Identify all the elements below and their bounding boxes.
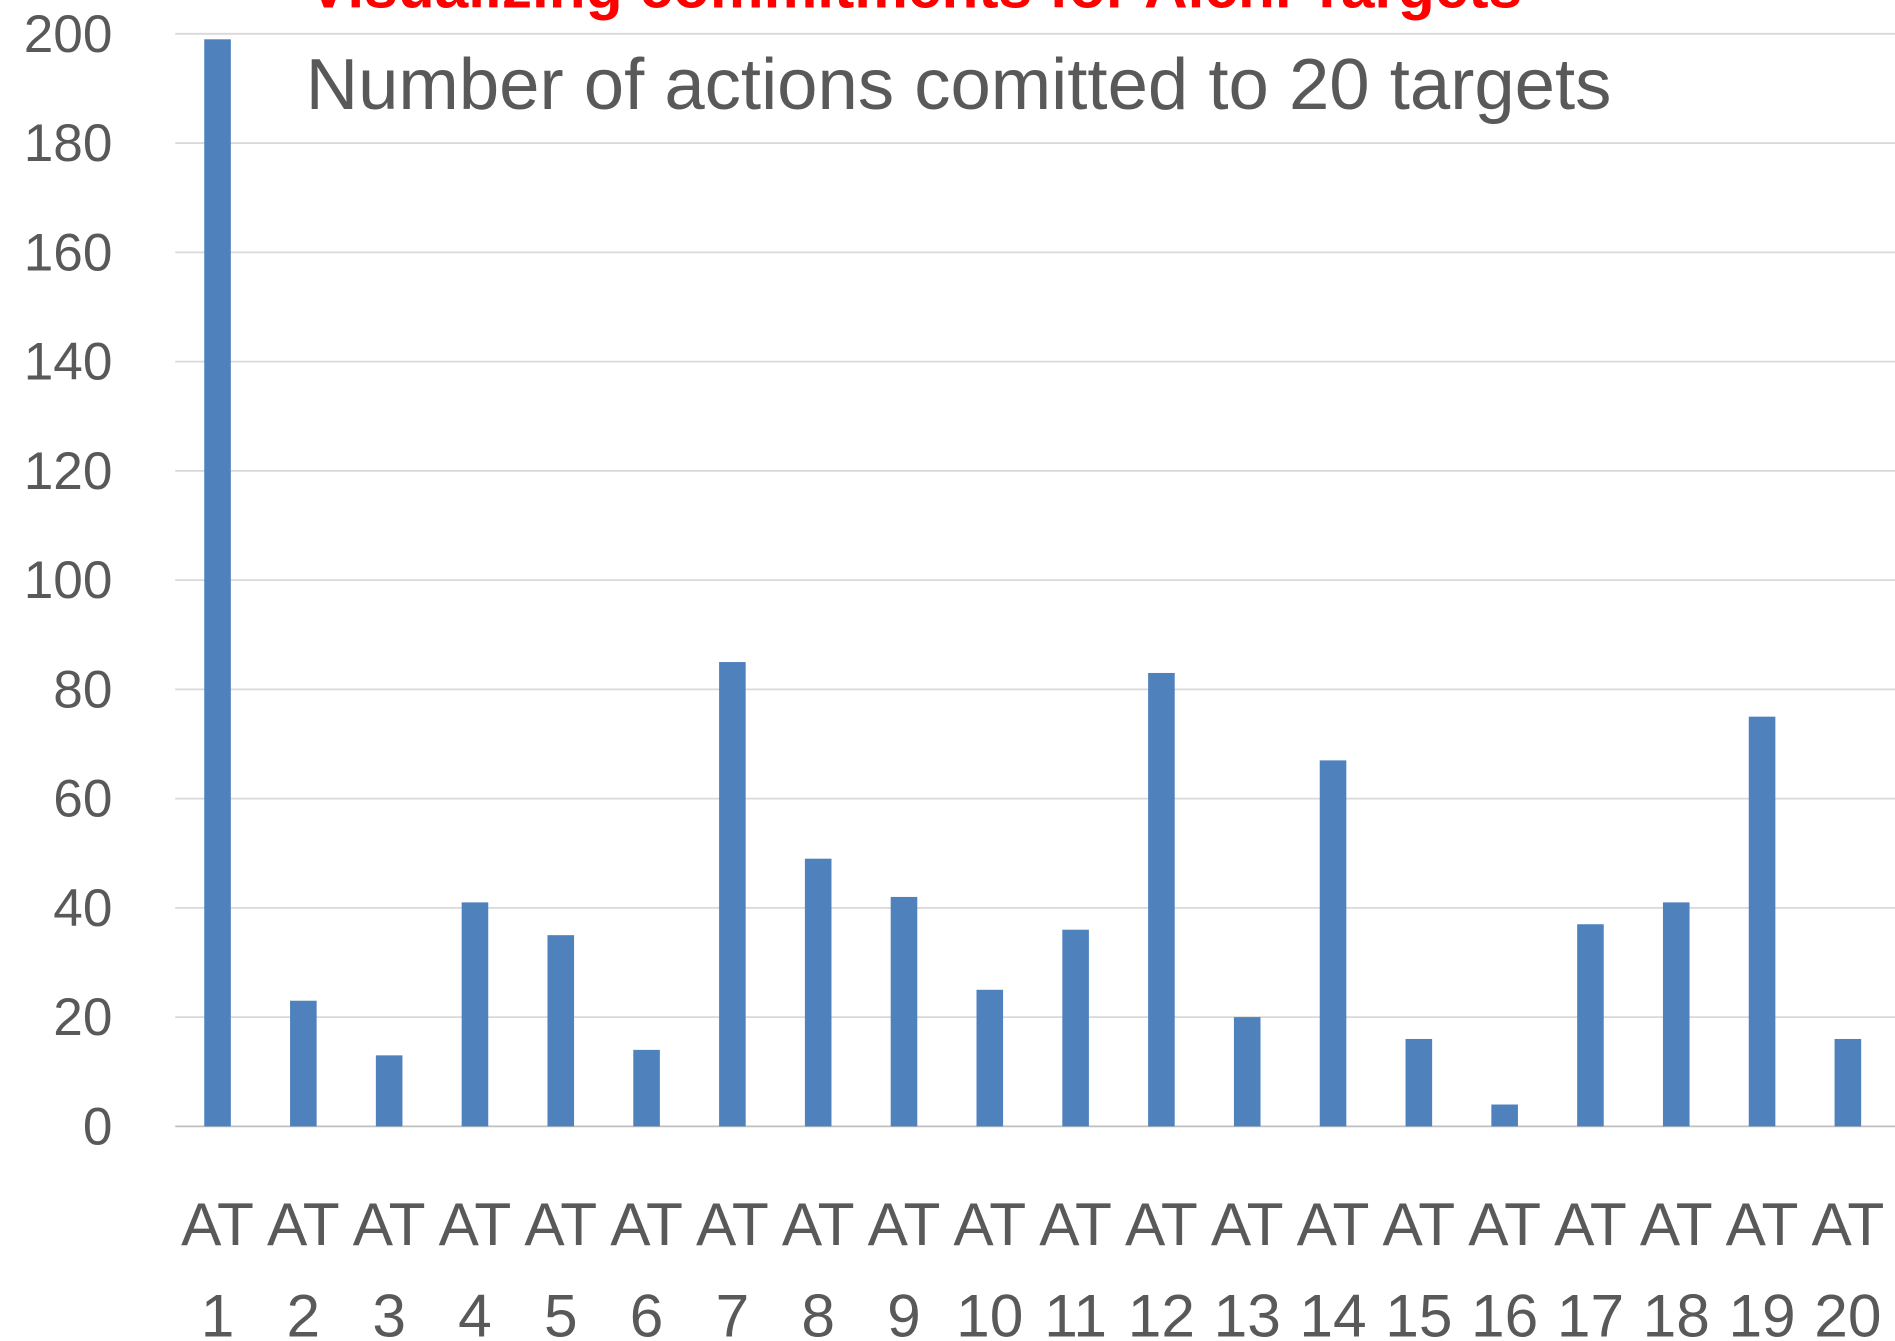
bar bbox=[1319, 760, 1347, 1127]
y-tick-label: 20 bbox=[53, 988, 112, 1047]
x-tick-label-box: AT 16 bbox=[1468, 1190, 1542, 1341]
x-tick-label-box: AT 5 bbox=[524, 1190, 598, 1341]
x-tick-label-box: AT 13 bbox=[1210, 1190, 1284, 1341]
x-tick-label: AT 1 bbox=[181, 1190, 254, 1341]
bar bbox=[1748, 716, 1776, 1127]
x-tick-label-box: AT 10 bbox=[953, 1190, 1027, 1341]
bar bbox=[719, 662, 746, 1127]
chart-title: Visualizing commitments for Aichi Target… bbox=[308, 0, 1522, 20]
x-tick-label: AT 12 bbox=[1125, 1190, 1198, 1341]
x-tick-label: AT 2 bbox=[266, 1190, 340, 1341]
x-tick-label-box: AT 12 bbox=[1125, 1190, 1198, 1341]
y-tick-label: 160 bbox=[24, 223, 113, 282]
x-tick-label-box: AT 7 bbox=[696, 1190, 769, 1341]
x-tick-label: AT 20 bbox=[1811, 1190, 1885, 1341]
x-tick-label: AT 11 bbox=[1039, 1190, 1112, 1341]
bar bbox=[204, 39, 231, 1127]
bar bbox=[1405, 1038, 1433, 1127]
x-tick-label: AT 15 bbox=[1382, 1190, 1456, 1341]
bar bbox=[1233, 1017, 1261, 1127]
bar bbox=[461, 902, 489, 1127]
bar bbox=[1662, 902, 1690, 1127]
x-tick-label-box: AT 11 bbox=[1039, 1190, 1112, 1341]
bar bbox=[1062, 929, 1089, 1127]
x-tick-label-box: AT 4 bbox=[438, 1190, 512, 1341]
x-tick-label: AT 7 bbox=[696, 1190, 769, 1341]
x-tick-label: AT 17 bbox=[1554, 1190, 1627, 1341]
x-tick-label-box: AT 1 bbox=[181, 1190, 254, 1341]
chart-subtitle: Number of actions comitted to 20 targets bbox=[306, 44, 1612, 125]
x-tick-label: AT 18 bbox=[1639, 1190, 1713, 1341]
bar bbox=[375, 1055, 403, 1127]
x-tick-label: AT 14 bbox=[1296, 1190, 1370, 1341]
y-tick-label: 180 bbox=[24, 114, 113, 173]
x-tick-label-box: AT 18 bbox=[1639, 1190, 1713, 1341]
y-tick-label: 120 bbox=[24, 442, 113, 501]
x-tick-label-box: AT 8 bbox=[781, 1190, 855, 1341]
bar bbox=[547, 935, 575, 1127]
x-tick-label-box: AT 9 bbox=[867, 1190, 941, 1341]
y-tick-label: 80 bbox=[53, 660, 112, 719]
bar bbox=[890, 896, 918, 1127]
x-tick-label-box: AT 3 bbox=[352, 1190, 426, 1341]
bar bbox=[804, 858, 832, 1127]
bar bbox=[976, 989, 1004, 1127]
x-tick-label: AT 13 bbox=[1210, 1190, 1284, 1341]
x-tick-label-box: AT 15 bbox=[1382, 1190, 1456, 1341]
bar bbox=[1148, 672, 1175, 1127]
x-tick-label: AT 6 bbox=[610, 1190, 683, 1341]
bar bbox=[1491, 1104, 1518, 1127]
x-tick-label: AT 10 bbox=[953, 1190, 1027, 1341]
bar bbox=[1577, 924, 1604, 1127]
y-tick-label: 100 bbox=[24, 551, 113, 610]
x-tick-label-box: AT 17 bbox=[1554, 1190, 1627, 1341]
y-tick-label: 200 bbox=[24, 5, 113, 64]
x-tick-label: AT 3 bbox=[352, 1190, 426, 1341]
y-tick-label: 60 bbox=[53, 770, 112, 829]
x-tick-label-box: AT 6 bbox=[610, 1190, 683, 1341]
x-tick-label-box: AT 19 bbox=[1725, 1190, 1799, 1341]
x-tick-label: AT 4 bbox=[438, 1190, 512, 1341]
x-tick-label: AT 9 bbox=[867, 1190, 941, 1341]
bar bbox=[1834, 1038, 1862, 1127]
y-tick-label: 40 bbox=[53, 879, 112, 938]
x-tick-label: AT 5 bbox=[524, 1190, 598, 1341]
x-tick-label-box: AT 14 bbox=[1296, 1190, 1370, 1341]
x-tick-label: AT 16 bbox=[1468, 1190, 1542, 1341]
x-tick-label: AT 8 bbox=[781, 1190, 855, 1341]
x-tick-label: AT 19 bbox=[1725, 1190, 1799, 1341]
x-tick-label-box: AT 20 bbox=[1811, 1190, 1885, 1341]
y-tick-label: 0 bbox=[83, 1097, 113, 1156]
bar bbox=[290, 1000, 317, 1127]
y-tick-label: 140 bbox=[24, 333, 113, 392]
x-tick-label-box: AT 2 bbox=[266, 1190, 340, 1341]
bar bbox=[633, 1049, 660, 1127]
